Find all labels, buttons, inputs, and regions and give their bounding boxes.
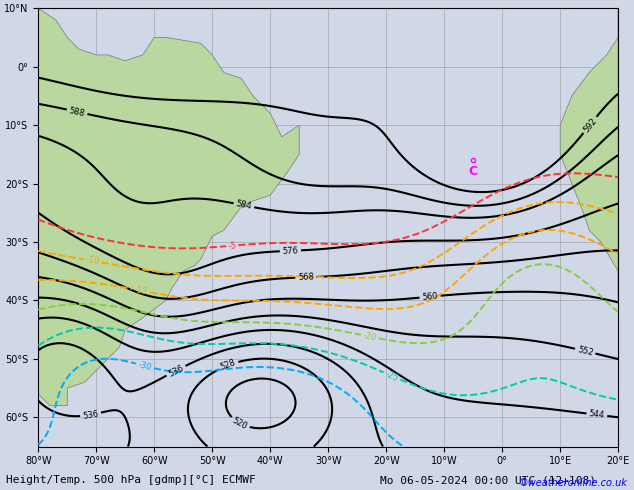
Text: 544: 544	[588, 409, 605, 420]
Text: 584: 584	[235, 199, 252, 211]
Text: -10: -10	[85, 255, 100, 267]
Text: 528: 528	[219, 358, 237, 372]
Text: 592: 592	[581, 116, 598, 134]
Text: 588: 588	[68, 106, 86, 118]
Text: 552: 552	[576, 345, 594, 357]
Polygon shape	[560, 8, 618, 300]
Text: Mo 06-05-2024 00:00 UTC (12+108): Mo 06-05-2024 00:00 UTC (12+108)	[380, 475, 597, 485]
Text: -25: -25	[384, 369, 400, 383]
Text: -5: -5	[228, 241, 236, 250]
Polygon shape	[38, 8, 299, 406]
Text: C: C	[469, 165, 478, 178]
Text: ©weatheronline.co.uk: ©weatheronline.co.uk	[519, 478, 628, 488]
Text: 520: 520	[231, 416, 249, 431]
Text: 536: 536	[167, 363, 185, 378]
Text: -15: -15	[134, 285, 148, 296]
Text: -30: -30	[137, 360, 153, 372]
Text: -20: -20	[363, 331, 377, 343]
Text: 576: 576	[282, 246, 299, 256]
Text: Height/Temp. 500 hPa [gdmp][°C] ECMWF: Height/Temp. 500 hPa [gdmp][°C] ECMWF	[6, 475, 256, 485]
Text: 536: 536	[82, 409, 100, 420]
Text: 568: 568	[298, 272, 314, 282]
Text: 560: 560	[422, 292, 438, 302]
